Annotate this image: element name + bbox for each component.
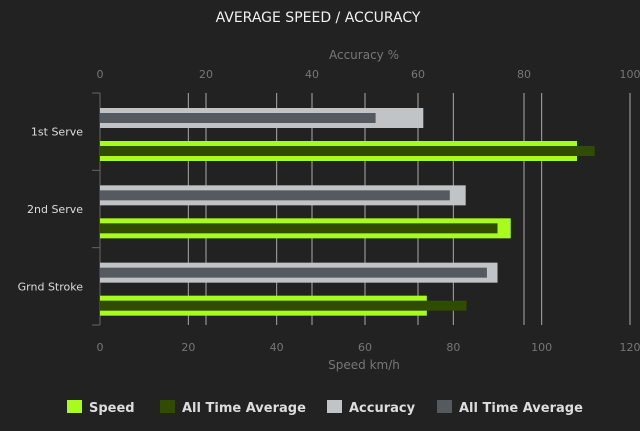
bottom-tick-label: 120 xyxy=(620,341,640,354)
speed-average-bar xyxy=(100,301,467,311)
category-label: 1st Serve xyxy=(31,126,83,139)
category-label: Grnd Stroke xyxy=(18,280,84,293)
legend-swatch xyxy=(160,400,175,413)
speed-average-bar xyxy=(100,223,498,233)
bottom-tick-label: 20 xyxy=(181,341,195,354)
accuracy-average-bar xyxy=(100,190,450,200)
bottom-tick-label: 60 xyxy=(358,341,372,354)
legend-swatch xyxy=(327,400,342,413)
category-label: 2nd Serve xyxy=(27,203,83,216)
legend-label: Speed xyxy=(89,401,135,416)
top-tick-label: 40 xyxy=(305,68,319,81)
top-tick-label: 20 xyxy=(199,68,213,81)
legend-label: All Time Average xyxy=(182,401,306,416)
legend-swatch xyxy=(437,400,452,413)
legend-label: All Time Average xyxy=(459,401,583,416)
top-tick-label: 60 xyxy=(411,68,425,81)
legend-swatch xyxy=(67,400,82,413)
top-axis-label: Accuracy % xyxy=(329,48,399,62)
bottom-axis-label: Speed km/h xyxy=(328,358,400,372)
top-tick-label: 0 xyxy=(97,68,104,81)
bottom-tick-label: 0 xyxy=(97,341,104,354)
bottom-tick-label: 40 xyxy=(270,341,284,354)
accuracy-average-bar xyxy=(100,113,376,123)
top-tick-label: 100 xyxy=(620,68,640,81)
accuracy-average-bar xyxy=(100,268,487,278)
chart-title: AVERAGE SPEED / ACCURACY xyxy=(216,10,421,26)
top-tick-label: 80 xyxy=(517,68,531,81)
speed-average-bar xyxy=(100,146,595,156)
legend-label: Accuracy xyxy=(349,401,416,416)
bottom-tick-label: 100 xyxy=(531,341,552,354)
bottom-tick-label: 80 xyxy=(446,341,460,354)
